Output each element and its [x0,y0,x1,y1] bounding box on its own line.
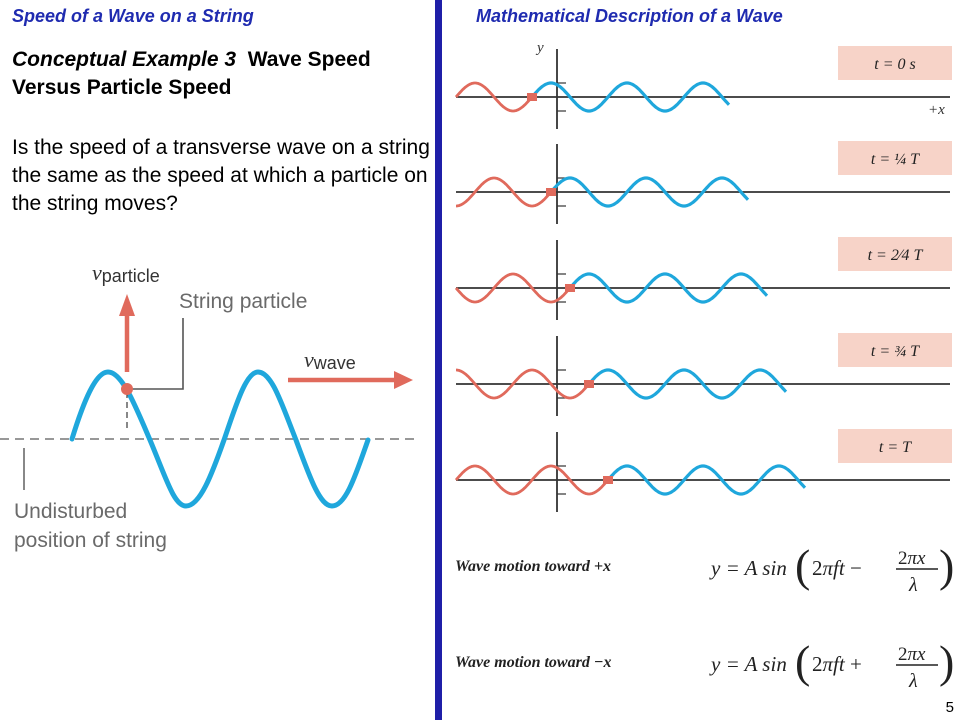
question-text: Is the speed of a transverse wave on a s… [12,136,430,215]
column-divider [435,0,442,720]
wave-segment-blue [549,176,750,208]
v-wave-sub: wave [313,353,356,373]
svg-text:(: ( [795,636,810,687]
undisturbed-label-line2: position of string [14,529,167,552]
svg-text:y = A sin: y = A sin [709,652,787,676]
svg-text:(: ( [795,540,810,591]
svg-text:λ: λ [908,670,918,692]
right-section-header: Mathematical Description of a Wave [476,6,783,26]
wave-speed-diagram [0,294,415,509]
slide-number: 5 [945,699,954,716]
v-particle-label: vparticle [92,260,160,287]
time-label-box [838,429,952,463]
equation-row-plus: Wave motion toward +x y = A sin ( 2πft −… [453,538,953,598]
particle-pointer-line [132,318,184,390]
svg-text:2πft −: 2πft − [812,556,862,580]
time-label: t = T [879,439,912,456]
v-particle-sub: particle [101,266,160,286]
equation-label-minus: Wave motion toward −x [455,654,612,671]
equation-label-plus: Wave motion toward +x [455,558,611,575]
equation-row-minus: Wave motion toward −x y = A sin ( 2πft +… [453,634,953,694]
time-label-box [838,237,952,271]
undisturbed-label: Undisturbed position of string [14,497,167,555]
string-particle-dot [121,383,133,395]
wave-segment-blue [606,464,807,496]
equation-formula-minus: y = A sin ( 2πft + 2πx λ ) [709,636,953,692]
time-label-box [838,333,952,367]
v-particle-arrowhead [119,294,135,316]
equation-formula-plus: y = A sin ( 2πft − 2πx λ ) [709,540,953,596]
wave-marker [565,284,575,292]
example-lead: Conceptual Example 3 [12,48,237,71]
wave-segment-blue [568,272,769,304]
time-label: t = 0 s [874,56,915,73]
wave-marker [603,476,613,484]
svg-text:λ: λ [908,574,918,596]
time-label-box [838,141,952,175]
time-label-box [838,46,952,80]
x-axis-label: +x [928,102,945,118]
wave-marker [527,93,537,101]
wave-segment-red [454,81,534,113]
wave-marker [584,380,594,388]
undisturbed-label-line1: Undisturbed [14,500,128,523]
wave-marker [546,188,556,196]
y-axis-label: y [535,40,544,56]
wave-segment-red [454,272,572,304]
wave-segment-blue [530,81,731,113]
wave-snapshots: y +x t = 0 s t = ¼ T t = 2⁄4 T t = ¾ T t = T [454,40,952,512]
wave-segment-red [456,368,591,400]
wave-segment-blue [587,368,788,400]
svg-text:): ) [939,636,953,687]
svg-text:2πft +: 2πft + [812,652,862,676]
wave-segment-red [454,464,610,496]
v-wave-arrowhead [394,371,413,389]
string-particle-label: String particle [179,290,308,313]
v-wave-symbol: v [304,347,314,372]
v-wave-label: vwave [304,347,356,374]
wave-segment-red [456,176,553,208]
time-label: t = ¾ T [871,343,920,360]
left-section-header: Speed of a Wave on a String [12,6,254,26]
svg-text:y = A sin: y = A sin [709,556,787,580]
time-label: t = 2⁄4 T [868,247,924,264]
example-heading: Wave Speed Versus Particle Speed [12,48,371,99]
svg-text:): ) [939,540,953,591]
time-label: t = ¼ T [871,151,920,168]
svg-text:2πx: 2πx [898,644,926,665]
string-wave [69,369,371,509]
v-particle-symbol: v [92,260,102,285]
svg-text:2πx: 2πx [898,548,926,569]
example-title: Conceptual Example 3 Wave Speed Versus P… [12,46,432,102]
